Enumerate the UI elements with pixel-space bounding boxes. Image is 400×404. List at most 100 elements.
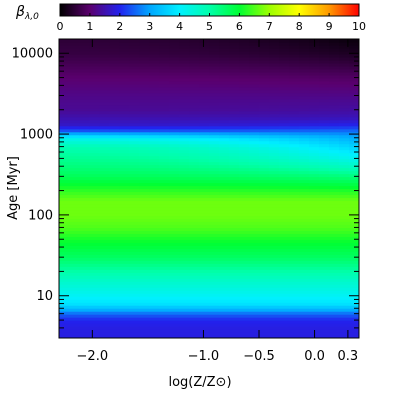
heatmap-cell <box>329 311 340 315</box>
heatmap-cell <box>259 305 270 309</box>
heatmap-cell <box>79 251 90 255</box>
heatmap-cell <box>119 242 130 246</box>
heatmap-cell <box>299 305 310 309</box>
heatmap-cell <box>149 128 160 133</box>
heatmap-cell <box>179 152 190 157</box>
heatmap-cell <box>109 131 120 136</box>
heatmap-cell <box>349 125 359 130</box>
heatmap-cell <box>239 266 250 270</box>
heatmap-cell <box>89 182 100 187</box>
heatmap-cell <box>59 89 70 94</box>
heatmap-cell <box>59 140 70 145</box>
heatmap-cell <box>319 332 330 336</box>
heatmap-cell <box>269 158 280 163</box>
heatmap-cell <box>349 293 359 297</box>
heatmap-cell <box>139 134 150 139</box>
heatmap-cell <box>229 209 240 214</box>
heatmap-cell <box>159 311 170 315</box>
heatmap-cell <box>199 293 210 297</box>
heatmap-cell <box>249 266 260 270</box>
heatmap-cell <box>169 167 180 172</box>
heatmap-cell <box>99 143 110 148</box>
heatmap-cell <box>139 110 150 115</box>
heatmap-cell <box>189 308 200 312</box>
heatmap-cell <box>169 305 180 309</box>
heatmap-cell <box>279 251 290 255</box>
heatmap-cell <box>339 197 350 202</box>
heatmap-cell <box>69 257 80 261</box>
heatmap-cell <box>249 323 260 327</box>
heatmap-cell <box>299 335 310 338</box>
heatmap-cell <box>269 89 280 94</box>
heatmap-cell <box>169 230 180 234</box>
heatmap-cell <box>189 242 200 246</box>
heatmap-cell <box>269 77 280 82</box>
heatmap-cell <box>59 215 70 219</box>
heatmap-cell <box>319 284 330 288</box>
heatmap-cell <box>309 314 320 318</box>
heatmap-cell <box>239 152 250 157</box>
heatmap-cell <box>339 311 350 315</box>
heatmap-cell <box>309 155 320 160</box>
heatmap-cell <box>319 77 330 82</box>
heatmap-cell <box>319 143 330 148</box>
heatmap-cell <box>329 44 340 49</box>
heatmap-cell <box>339 179 350 184</box>
heatmap-cell <box>259 197 270 202</box>
heatmap-cell <box>119 218 130 222</box>
heatmap-cell <box>79 164 90 169</box>
heatmap-cell <box>239 314 250 318</box>
heatmap-cell <box>89 272 100 276</box>
heatmap-cell <box>239 53 250 58</box>
heatmap-cell <box>129 332 140 336</box>
heatmap-cell <box>59 176 70 181</box>
heatmap-cell <box>339 236 350 240</box>
heatmap-cell <box>349 236 359 240</box>
heatmap-cell <box>279 179 290 184</box>
heatmap-cell <box>199 281 210 285</box>
heatmap-cell <box>129 200 140 205</box>
heatmap-cell <box>179 158 190 163</box>
heatmap-cell <box>279 257 290 261</box>
heatmap-cell <box>339 245 350 249</box>
heatmap-cell <box>189 86 200 91</box>
heatmap-cell <box>269 263 280 267</box>
heatmap-cell <box>69 263 80 267</box>
heatmap-cell <box>179 170 190 175</box>
heatmap-cell <box>209 191 220 196</box>
heatmap-cell <box>309 209 320 214</box>
heatmap-cell <box>199 209 210 214</box>
heatmap-cell <box>219 119 230 124</box>
heatmap-cell <box>289 182 300 187</box>
heatmap-cell <box>149 134 160 139</box>
heatmap-cell <box>129 80 140 85</box>
heatmap-cell <box>79 140 90 145</box>
heatmap-cell <box>279 281 290 285</box>
heatmap-cell <box>249 113 260 118</box>
heatmap-cell <box>159 251 170 255</box>
heatmap-cell <box>329 179 340 184</box>
heatmap-cell <box>349 305 359 309</box>
heatmap-cell <box>309 215 320 219</box>
heatmap-cell <box>289 74 300 79</box>
heatmap-cell <box>179 41 190 46</box>
heatmap-cell <box>149 218 160 222</box>
heatmap-cell <box>139 86 150 91</box>
heatmap-cell <box>219 62 230 67</box>
heatmap-cell <box>209 179 220 184</box>
heatmap-cell <box>309 89 320 94</box>
heatmap-cell <box>269 242 280 246</box>
heatmap-cell <box>279 92 290 97</box>
heatmap-cell <box>299 146 310 151</box>
heatmap-cell <box>209 146 220 151</box>
heatmap-cell <box>319 122 330 127</box>
heatmap-cell <box>179 167 190 172</box>
heatmap-cell <box>69 170 80 175</box>
heatmap-cell <box>309 311 320 315</box>
heatmap-cell <box>69 287 80 291</box>
heatmap-cell <box>239 170 250 175</box>
heatmap-cell <box>249 230 260 234</box>
heatmap-cell <box>339 56 350 61</box>
heatmap-cell <box>169 128 180 133</box>
heatmap-cell <box>259 332 270 336</box>
